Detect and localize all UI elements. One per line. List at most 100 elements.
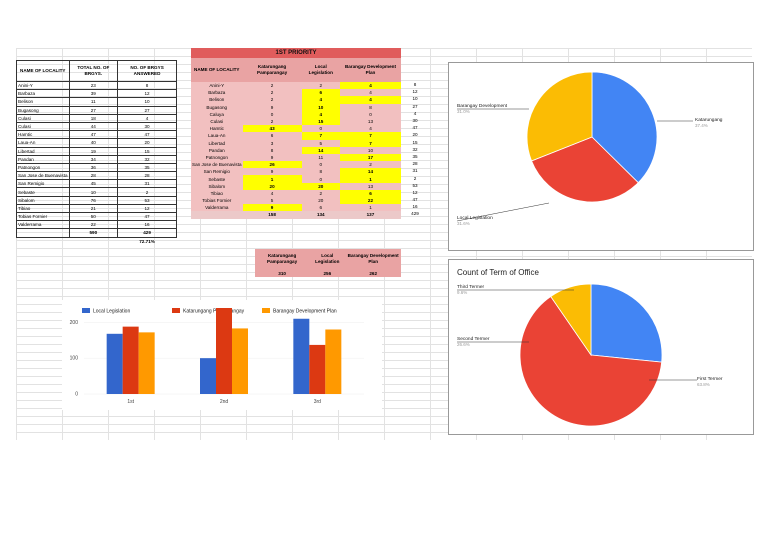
total-cell: 158: [242, 211, 302, 219]
total-row: 158 134 137: [191, 211, 401, 219]
table-row: San Jose de Buenavista 26 0 2: [191, 161, 401, 169]
table-row: Tibiao 21 12: [16, 203, 177, 214]
table-cell: 3: [242, 139, 302, 147]
table-cell: 4: [117, 113, 177, 123]
table-row: Pandan 8 14 10: [191, 146, 401, 154]
answered-cell: 53: [412, 182, 418, 188]
column-header: Barangay Development Plan: [339, 58, 401, 82]
table-row: Culasi 18 4: [16, 113, 177, 123]
table-row: 27: [404, 103, 426, 110]
table-cell: 9: [242, 204, 302, 212]
answered-cell: 28: [412, 161, 418, 167]
percent-cell: 72.71%: [139, 238, 155, 244]
table-cell: 27: [68, 105, 119, 115]
locality-table: NAME OF LOCALITY TOTAL NO. OF BRGYS. NO. O…: [16, 60, 177, 245]
table-row: San Jose de Buenavista 28 28: [16, 171, 177, 181]
table-cell: 0: [339, 110, 401, 118]
slice-label-first-termer-text: First Termer: [697, 376, 723, 382]
answered-cell: 47: [412, 197, 418, 203]
table-cell: 4: [301, 110, 340, 118]
table-cell: Sibalom: [16, 195, 70, 205]
table-cell: 1: [339, 204, 401, 212]
bar: [138, 332, 155, 394]
table-cell: 2: [117, 187, 177, 197]
table-cell: 22: [339, 197, 401, 205]
answered-cell: 32: [412, 146, 418, 152]
table-row: 4: [404, 110, 426, 117]
answered-cell: 12: [412, 189, 418, 195]
answered-cell: 27: [412, 103, 418, 109]
table-row: Patnongon 9 11 17: [191, 153, 401, 162]
x-tick-label: 2nd: [220, 399, 229, 405]
table-row: 20: [404, 131, 426, 138]
table-cell: 47: [117, 130, 177, 140]
table-row: 2: [404, 174, 426, 181]
table-row: Valderrama 22 16: [16, 220, 177, 230]
total-cell: 590: [68, 228, 119, 238]
table-cell: 6: [339, 189, 401, 197]
table-cell: Tobias Fornier: [191, 197, 243, 205]
table-row: Laua-An 6 7 7: [191, 132, 401, 140]
percent-row: 72.71%: [17, 237, 177, 245]
table-row: 47: [404, 124, 426, 131]
table-cell: 39: [68, 89, 119, 99]
table-cell: 18: [68, 113, 119, 123]
empty-cell: [17, 237, 70, 245]
x-tick-label: 1st: [127, 399, 134, 405]
table-cell: Anini-Y: [191, 82, 243, 90]
table-cell: Pandan: [191, 146, 243, 154]
table-row: Sebaste 10 2: [16, 187, 177, 197]
total-value: 262: [345, 269, 401, 277]
table-cell: San Remigio: [16, 179, 70, 189]
x-tick-label: 3rd: [314, 399, 321, 405]
table-cell: 8: [301, 168, 340, 176]
table-row: 15: [404, 139, 426, 146]
answered-cell: 15: [412, 139, 418, 145]
answered-cell: 429: [411, 211, 419, 217]
table-cell: 20: [301, 197, 340, 205]
table-cell: Tobias Fornier: [16, 211, 70, 222]
table-cell: 10: [117, 97, 177, 107]
bar: [293, 318, 310, 394]
total-cell: 429: [117, 228, 177, 238]
table-cell: 47: [117, 211, 177, 222]
table-cell: 1: [242, 175, 302, 183]
table-cell: 0: [242, 110, 302, 118]
table-row: 53: [404, 182, 426, 189]
table-cell: 31: [117, 179, 177, 189]
table-cell: Sebaste: [191, 175, 243, 183]
answered-cell: 8: [413, 82, 417, 88]
table-cell: 26: [242, 161, 302, 169]
table-cell: 1: [339, 175, 401, 183]
table-cell: Anini-Y: [16, 80, 70, 91]
table-cell: Valderrama: [191, 204, 243, 212]
table-cell: Libertad: [191, 139, 243, 147]
table-cell: 10: [301, 103, 340, 111]
table-cell: Valderrama: [16, 220, 70, 230]
table-row: Tibiao 4 2 6: [191, 189, 401, 197]
table-cell: 10: [68, 187, 119, 197]
table-cell: 4: [339, 125, 401, 133]
table-row: 30: [404, 117, 426, 124]
y-tick-label: 100: [70, 356, 79, 362]
total-value: 310: [255, 269, 310, 277]
answered-column: 8 12 10 27 4 30 47 20 15 32 35 28 31 2 53 12 47 16 429: [404, 81, 426, 218]
table-cell: Libertad: [16, 146, 70, 156]
table-cell: 13: [339, 182, 401, 190]
column-header: Katarungang Pamparangay: [242, 58, 302, 82]
bar-chart-svg: Local Legislation Katarungang Pambarangay…: [70, 308, 364, 405]
table-cell: 2: [242, 117, 302, 126]
table-cell: 32: [117, 154, 177, 164]
slice-label-katarungang-text: Katarungang: [695, 117, 723, 123]
table-cell: 34: [68, 154, 119, 164]
answered-cell: 30: [412, 118, 418, 124]
priority-bar-chart: Local Legislation Katarungang Pambarangay…: [62, 300, 382, 410]
slice-label-second-termer-percent: 26.6%: [457, 342, 470, 347]
bar: [106, 333, 123, 394]
table-cell: 0: [301, 175, 340, 183]
table-cell: 4: [339, 82, 401, 90]
table-cell: 30: [117, 121, 177, 132]
table-row: San Remigio 9 8 14: [191, 168, 401, 176]
